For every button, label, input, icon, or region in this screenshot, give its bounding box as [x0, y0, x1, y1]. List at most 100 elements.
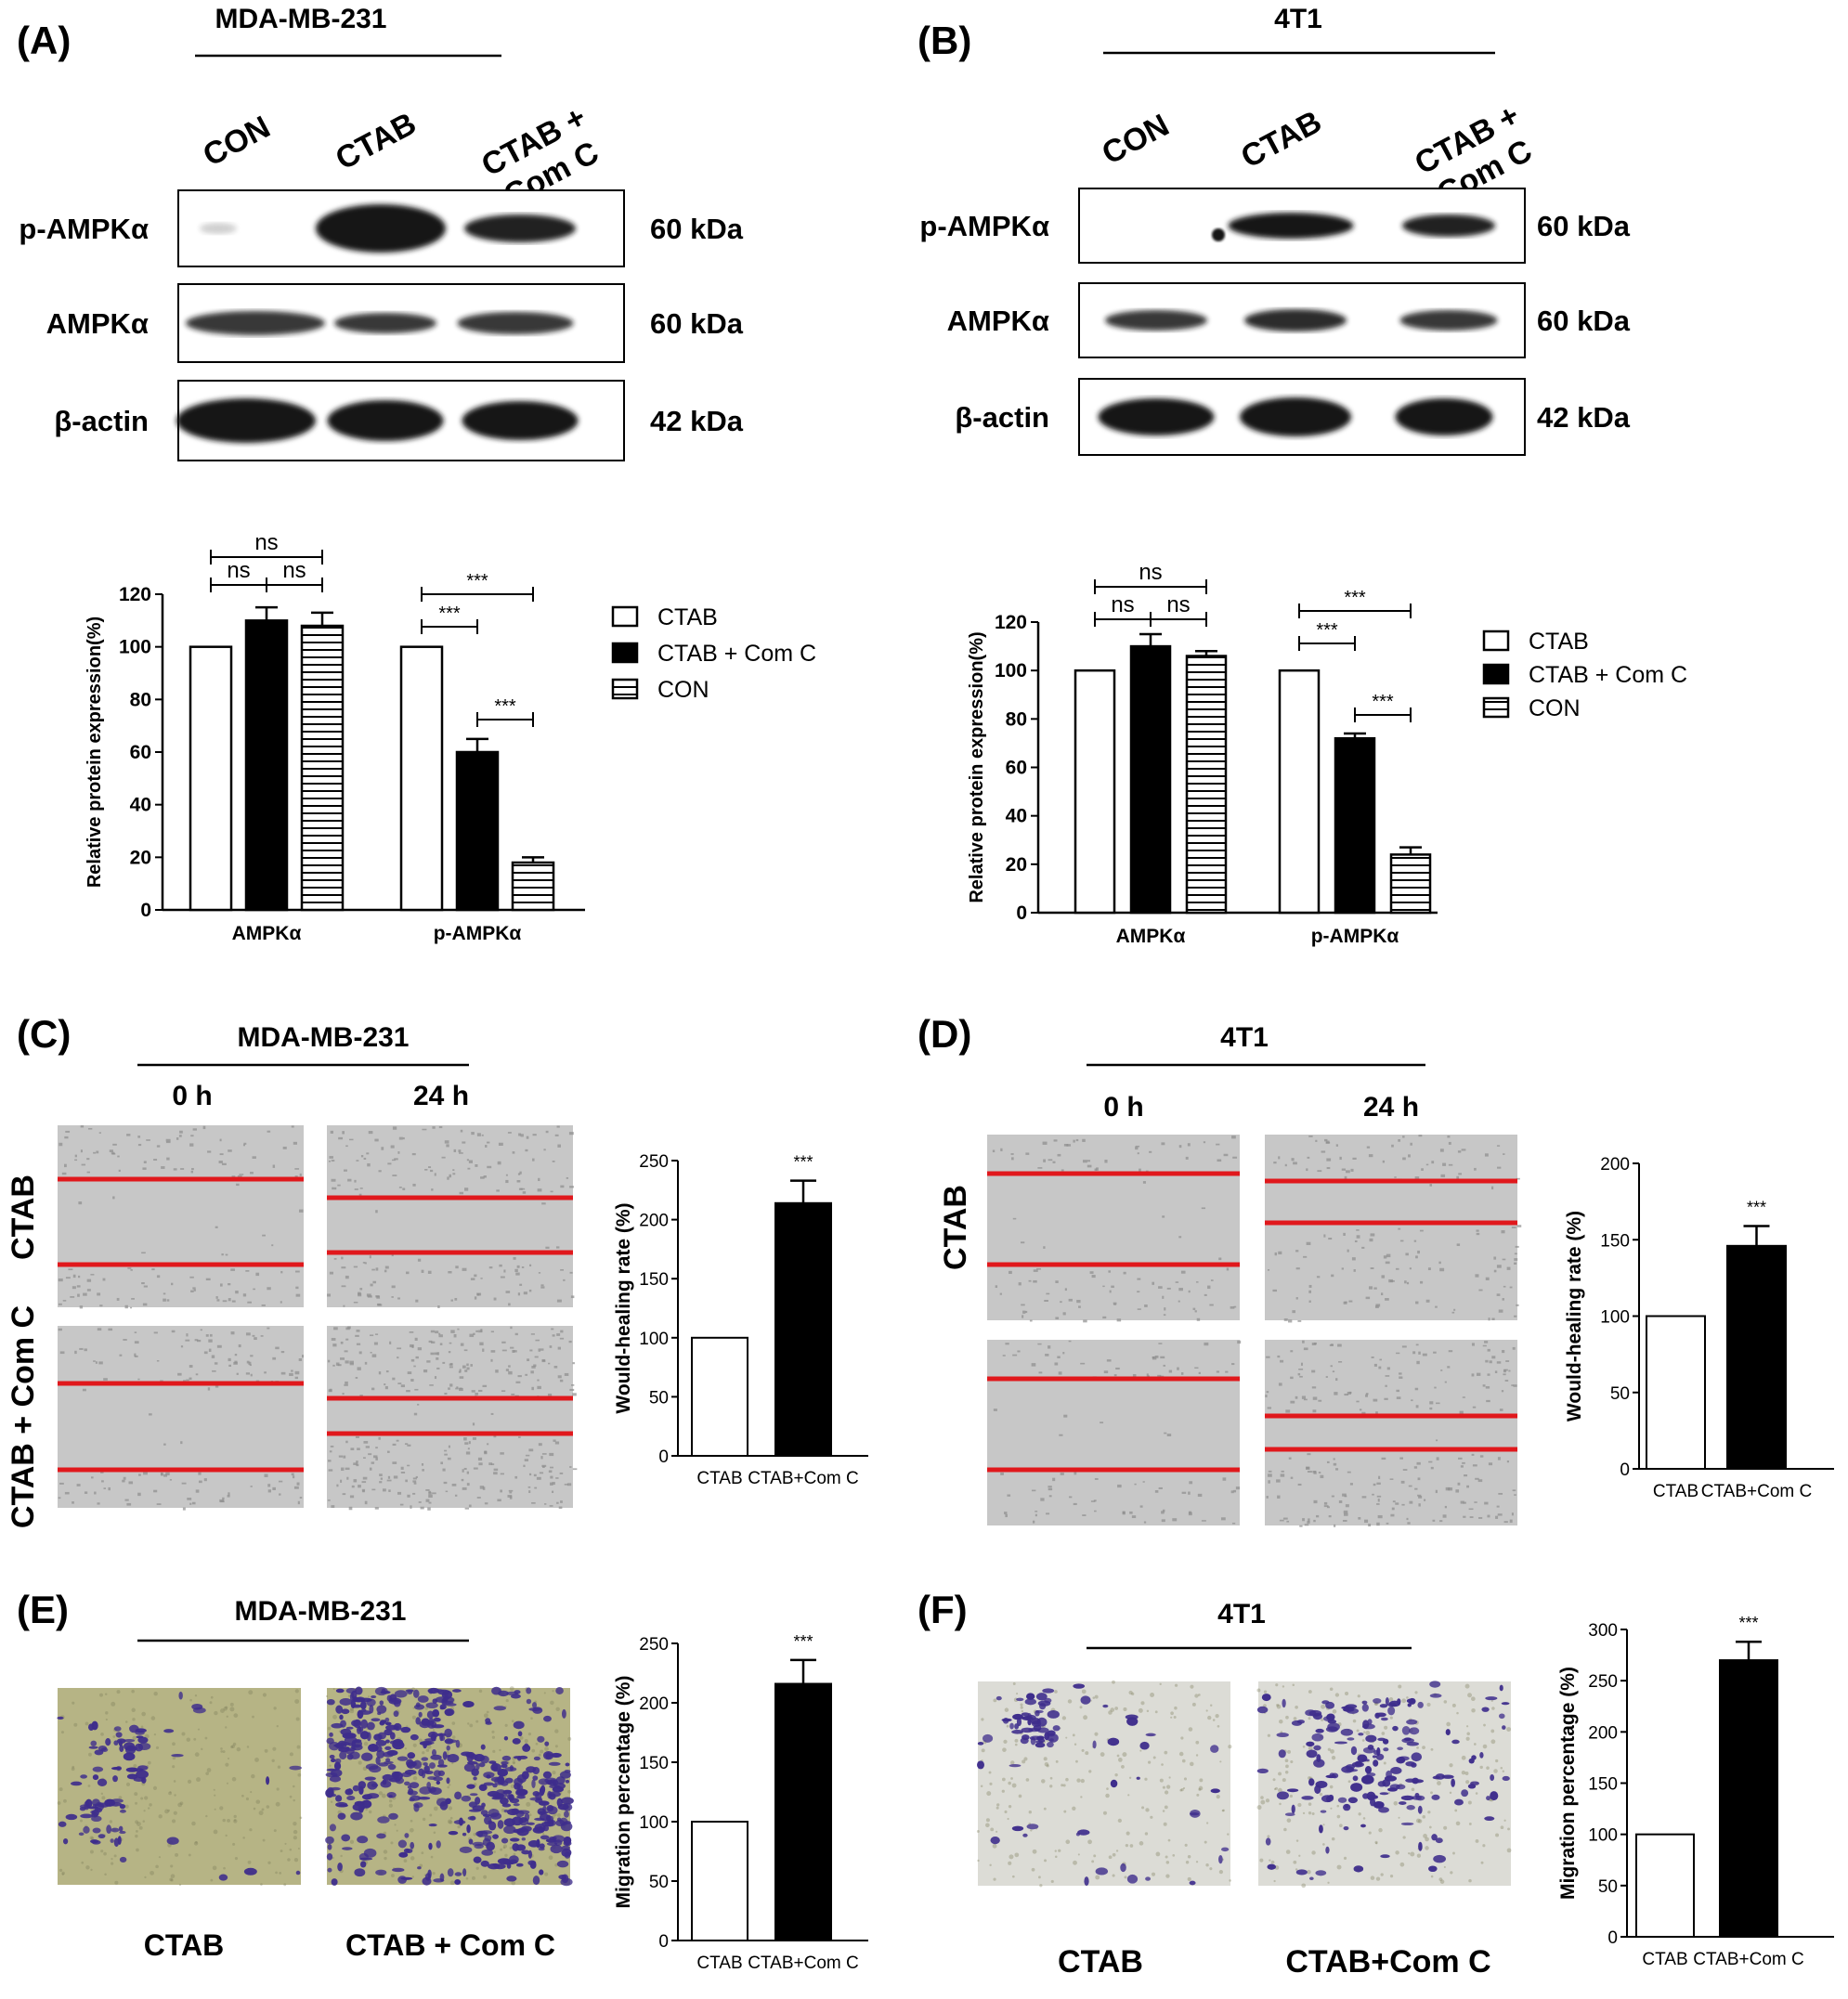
- migrated-cell: [526, 1766, 537, 1773]
- cell-speck: [1273, 1162, 1277, 1164]
- pore: [178, 1883, 182, 1887]
- cell-speck: [1376, 1522, 1380, 1526]
- pore: [1330, 1807, 1333, 1810]
- lane-label-text: CON: [1097, 108, 1176, 172]
- pore: [1128, 1776, 1132, 1779]
- migrated-cell: [337, 1812, 346, 1820]
- cell-speck: [1096, 1167, 1099, 1171]
- cell-speck: [1158, 1286, 1163, 1289]
- cell-speck: [1312, 1409, 1317, 1413]
- cell-speck: [1004, 1512, 1008, 1514]
- panel-label-D: (D): [917, 1012, 971, 1056]
- cell-speck: [333, 1187, 337, 1190]
- migrated-cell: [428, 1762, 436, 1769]
- cell-speck: [1217, 1159, 1222, 1162]
- migrated-cell: [1361, 1704, 1369, 1712]
- pore: [1365, 1731, 1371, 1736]
- cell-speck: [343, 1305, 345, 1307]
- cell-speck: [1509, 1286, 1513, 1289]
- y-tick-label: 200: [1600, 1155, 1630, 1175]
- blot-band: [334, 313, 436, 333]
- cell-speck: [1482, 1384, 1486, 1387]
- migrated-cell: [1344, 1705, 1349, 1712]
- cell-speck: [112, 1196, 115, 1200]
- pore: [1127, 1794, 1130, 1797]
- migrated-cell: [1295, 1869, 1308, 1876]
- migrated-cell: [524, 1743, 529, 1748]
- migrated-cell: [1308, 1876, 1314, 1881]
- cell-speck: [1469, 1516, 1474, 1518]
- pore: [430, 1855, 434, 1859]
- cell-speck: [294, 1168, 300, 1170]
- cell-speck: [552, 1490, 554, 1494]
- migrated-cell: [397, 1756, 409, 1761]
- bar-CTAB: [189, 645, 233, 912]
- migrated-cell: [91, 1839, 101, 1845]
- y-tick-label: 50: [1610, 1384, 1630, 1404]
- pore: [1293, 1860, 1297, 1864]
- migrated-cell: [1036, 1736, 1042, 1741]
- migrated-cell: [1490, 1773, 1495, 1781]
- cell-speck: [393, 1475, 398, 1479]
- cell-speck: [243, 1142, 247, 1145]
- pore: [1063, 1810, 1067, 1813]
- cell-speck: [279, 1493, 281, 1496]
- migrated-cell: [329, 1824, 336, 1832]
- pore: [150, 1716, 156, 1720]
- migrated-cell: [475, 1762, 480, 1771]
- cell-speck: [1415, 1405, 1419, 1408]
- cell-speck: [1404, 1280, 1407, 1284]
- cell-speck: [267, 1130, 271, 1133]
- y-tick-label: 300: [1588, 1621, 1618, 1641]
- pore: [1411, 1787, 1415, 1792]
- cell-speck: [482, 1348, 485, 1352]
- cell-speck: [552, 1482, 555, 1486]
- pore: [294, 1699, 300, 1705]
- protein-label: p-AMPKα: [19, 213, 149, 245]
- cell-speck: [519, 1283, 523, 1286]
- bar-CTAB + Com C: [455, 750, 500, 912]
- cell-speck: [1439, 1520, 1443, 1523]
- cell-speck: [205, 1278, 211, 1281]
- migrated-cell: [1039, 1703, 1047, 1710]
- pore: [169, 1877, 173, 1882]
- cell-speck: [444, 1392, 448, 1395]
- migrated-cell: [1001, 1718, 1012, 1722]
- cell-speck: [556, 1299, 562, 1303]
- cell-speck: [1484, 1153, 1489, 1157]
- migrated-cell: [561, 1845, 570, 1851]
- migrated-cell: [1035, 1709, 1044, 1714]
- cell-speck: [1102, 1316, 1107, 1319]
- cell-speck: [566, 1483, 572, 1486]
- pore: [1279, 1802, 1282, 1806]
- cell-speck: [260, 1335, 264, 1337]
- pore: [1061, 1716, 1067, 1720]
- migrated-cell: [515, 1863, 524, 1867]
- cell-speck: [1427, 1267, 1431, 1271]
- migrated-cell: [439, 1733, 444, 1742]
- cell-speck: [1434, 1386, 1437, 1389]
- cell-speck: [368, 1453, 372, 1456]
- cell-speck: [1395, 1267, 1399, 1270]
- pore: [504, 1853, 508, 1858]
- cell-speck: [227, 1495, 230, 1498]
- cell-speck: [471, 1390, 475, 1393]
- pore: [214, 1794, 216, 1797]
- migrated-cell: [537, 1735, 545, 1743]
- pore: [1399, 1862, 1405, 1867]
- migrated-cell: [459, 1846, 473, 1853]
- y-tick-label: 200: [1588, 1723, 1618, 1743]
- pore: [432, 1872, 436, 1876]
- scratch-line: [1265, 1413, 1517, 1419]
- y-tick-label: 100: [995, 660, 1027, 681]
- pore: [1273, 1787, 1277, 1791]
- pore: [1308, 1746, 1313, 1751]
- cell-speck: [509, 1491, 513, 1494]
- pore: [297, 1772, 302, 1777]
- cell-speck: [1082, 1160, 1087, 1163]
- y-tick-label: 60: [130, 742, 151, 763]
- y-tick-label: 250: [639, 1152, 669, 1172]
- pore: [1191, 1702, 1196, 1707]
- migrated-cell: [478, 1762, 486, 1768]
